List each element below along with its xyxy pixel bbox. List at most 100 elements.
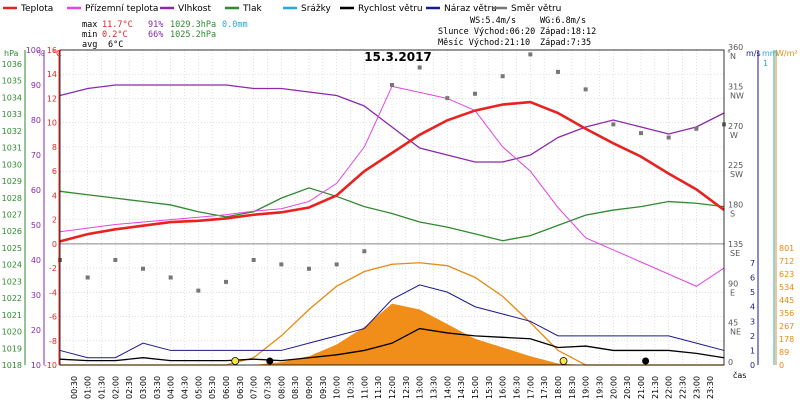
wind-dir-mark [639, 131, 643, 136]
celsius-unit-label: °C [52, 49, 62, 58]
time-tick-label: 17:30 [540, 376, 549, 399]
time-tick-label: 05:30 [208, 376, 217, 399]
celsius-tick-label: 2 [52, 216, 57, 225]
pct-tick-label: 70 [31, 151, 41, 160]
ms-tick-label: 2 [750, 332, 755, 341]
time-tick-label: 02:00 [111, 376, 120, 399]
hpa-tick-label: 1023 [2, 277, 22, 286]
time-tick-label: 08:00 [277, 376, 286, 399]
wind-dir-mark [556, 69, 560, 74]
time-tick-label: 09:00 [305, 376, 314, 399]
hpa-tick-label: 1036 [2, 60, 22, 69]
pct-tick-label: 10 [31, 361, 41, 370]
time-tick-label: 07:30 [264, 376, 273, 399]
time-axis-label: čas [733, 370, 746, 380]
legend-label: Směr větru [511, 4, 561, 14]
dir-tick-label: 180 [728, 201, 743, 210]
time-tick-label: 15:00 [471, 376, 480, 399]
celsius-tick-label: 14 [47, 70, 57, 79]
wind-dir-mark [251, 258, 256, 262]
time-tick-label: 01:00 [84, 376, 93, 399]
time-tick-label: 22:30 [679, 376, 688, 399]
info-moon: Měsíc Východ:21:10 [438, 38, 530, 48]
hpa-tick-label: 1024 [2, 261, 22, 270]
ms-tick-label: 0 [750, 361, 755, 370]
dir-tick-compass: N [730, 52, 736, 61]
time-tick-label: 14:00 [443, 376, 452, 399]
ms-tick-label: 3 [750, 317, 755, 326]
wind-dir-mark [390, 83, 394, 87]
time-tick-label: 21:00 [637, 376, 646, 399]
dir-tick-label: 360 [728, 43, 743, 52]
hpa-tick-label: 1035 [2, 77, 22, 86]
pct-tick-label: 40 [31, 256, 41, 265]
wind-dir-mark [196, 288, 201, 293]
stats-max-temp: 11.7°C [102, 20, 133, 30]
time-tick-label: 08:30 [291, 376, 300, 399]
deg-unit-label: ° [727, 49, 731, 58]
dir-tick-label: 135 [728, 240, 743, 249]
time-tick-label: 11:00 [360, 376, 369, 399]
time-tick-label: 21:30 [651, 376, 660, 399]
time-tick-label: 13:30 [430, 376, 439, 399]
time-tick-label: 18:30 [568, 376, 577, 399]
mm-tick-label: 1 [763, 59, 768, 68]
dir-tick-label: 45 [728, 319, 738, 328]
wm2-tick-label: 623 [779, 270, 794, 279]
stats-min-label: min [82, 30, 97, 40]
hpa-tick-label: 1019 [2, 344, 22, 353]
ms-tick-label: 7 [750, 259, 755, 268]
dir-tick-label: 315 [728, 82, 743, 91]
celsius-tick-label: -4 [49, 288, 57, 297]
wm2-tick-label: 356 [779, 309, 794, 318]
time-tick-label: 16:30 [513, 376, 522, 399]
dir-tick-label: 0 [728, 358, 733, 367]
hpa-tick-label: 1026 [2, 227, 22, 236]
dir-tick-compass: W [730, 131, 738, 140]
celsius-tick-label: -8 [49, 337, 57, 346]
stats-max-rain: 0.0mm [222, 20, 248, 30]
solar-area [60, 303, 724, 365]
time-tick-label: 14:30 [457, 376, 466, 399]
ms-tick-label: 1 [750, 346, 755, 355]
time-tick-label: 03:30 [153, 376, 162, 399]
wm2-unit-label: W/m² [776, 49, 798, 58]
pct-tick-label: 80 [31, 116, 41, 125]
info-wg: WG:6.8m/s [540, 16, 586, 26]
pct-tick-label: 20 [31, 326, 41, 335]
time-tick-label: 06:00 [222, 376, 231, 399]
pct-unit-label: % [37, 49, 45, 58]
legend-label: Tlak [242, 4, 263, 14]
wind-speed-line [59, 327, 725, 362]
hpa-tick-label: 1027 [2, 211, 22, 220]
time-tick-label: 16:00 [499, 376, 508, 399]
hpa-tick-label: 1032 [2, 127, 22, 136]
dir-tick-label: 270 [728, 122, 743, 131]
legend-label: Přízemní teplota [85, 4, 158, 14]
wm2-tick-label: 267 [779, 322, 794, 331]
ms-tick-label: 4 [750, 303, 755, 312]
wind-dir-mark [583, 87, 588, 92]
dir-tick-label: 225 [728, 161, 743, 170]
wind-dir-mark [224, 279, 228, 284]
dir-tick-compass: E [730, 288, 735, 297]
celsius-tick-label: 16 [47, 46, 57, 55]
pressure-line [59, 187, 725, 242]
celsius-tick-label: -10 [44, 361, 57, 370]
dir-tick-label: 90 [728, 279, 738, 288]
wind-dir-mark [279, 262, 284, 267]
dir-tick-compass: SW [730, 170, 743, 179]
hpa-unit-label: hPa [4, 49, 19, 58]
time-tick-label: 04:30 [181, 376, 190, 399]
legend-label: Srážky [301, 4, 332, 14]
hpa-tick-label: 1021 [2, 311, 22, 320]
sunrise-marker [231, 357, 240, 365]
pct-tick-label: 100 [26, 46, 41, 55]
time-tick-label: 10:00 [333, 376, 342, 399]
celsius-tick-label: -6 [49, 313, 57, 322]
time-tick-label: 09:30 [319, 376, 328, 399]
time-tick-label: 03:00 [139, 376, 148, 399]
ms-tick-label: 5 [750, 288, 755, 297]
dir-tick-compass: NW [730, 91, 744, 100]
legend-label: Rychlost větru [358, 4, 423, 14]
